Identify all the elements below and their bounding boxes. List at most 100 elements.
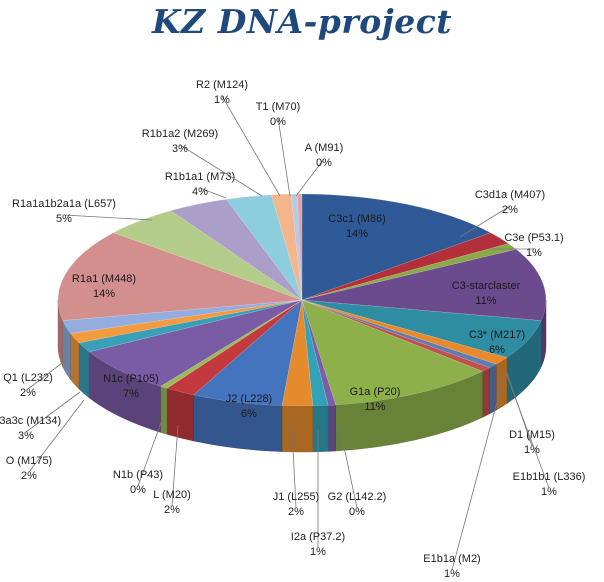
slice-percent-j2-l228: 6% <box>241 408 257 420</box>
slice-label-q1-l232: Q1 (L232) <box>3 372 53 384</box>
slice-percent-o3a3c-m134: 3% <box>18 430 34 442</box>
slice-label-n1b-p43: N1b (P43) <box>113 469 163 481</box>
pie-slice-e1b1b1-l336 <box>301 299 497 369</box>
leader-line-g2-l142-2 <box>339 427 358 509</box>
slice-label-e1b1b1-l336: E1b1b1 (L336) <box>513 471 586 483</box>
slice-percent-q1-l232: 2% <box>20 387 36 399</box>
leader-line-e1b1b1-l336 <box>505 372 550 489</box>
slice-percent-c3d1a-m407: 2% <box>502 204 518 216</box>
slice-label-r1b1a1-m73: R1b1a1 (M73) <box>165 171 235 183</box>
slice-percent-j1-l255: 2% <box>288 506 304 518</box>
slice-label-e1b1a-m2: E1b1a (M2) <box>423 553 480 565</box>
slice-label-l-m20: L (M20) <box>153 489 191 501</box>
chart-title: KZ DNA-project <box>151 2 453 41</box>
slice-percent-t1-m70: 0% <box>270 116 286 128</box>
slice-percent-g1a-p20: 11% <box>364 401 385 413</box>
slice-label-t1-m70: T1 (M70) <box>256 101 301 113</box>
slice-label-i2a-p37-2: I2a (P37.2) <box>291 531 345 543</box>
slice-label-o-m175: O (M175) <box>6 455 52 467</box>
slice-label-a-m91: A (M91) <box>305 142 344 154</box>
leader-line-r2-m124 <box>221 95 281 197</box>
slice-percent-c3e-p53-1: 1% <box>526 247 542 259</box>
slice-label-r1a1-m448: R1a1 (M448) <box>72 273 136 285</box>
slice-label-n1c-p105: N1c (P105) <box>103 373 159 385</box>
pie-slice-e1b1a-m2 <box>301 299 491 372</box>
leader-line-a-m91 <box>295 158 325 197</box>
leader-line-n1b-p43 <box>137 419 163 487</box>
slice-label-d1-m15: D1 (M15) <box>509 429 555 441</box>
slice-label-r1b1a2-m269: R1b1a2 (M269) <box>142 128 218 140</box>
pie-slice-n1b-p43 <box>159 299 303 389</box>
slice-percent-r2-m124: 1% <box>214 94 230 106</box>
slice-percent-n1c-p105: 7% <box>123 388 139 400</box>
slice-percent-c3c1-m86: 14% <box>346 228 368 240</box>
pie-slice-r1b1a1-m73 <box>170 198 303 301</box>
pie-slice-r1b1a2-m269 <box>225 194 303 301</box>
slice-label-c3-m217: C3* (M217) <box>469 329 525 341</box>
pie-side-e1b1b1-l336 <box>489 363 497 415</box>
slice-percent-c3-starclaster: 11% <box>475 295 496 307</box>
slice-percent-o-m175: 2% <box>21 470 37 482</box>
pie-slice-r2-m124 <box>270 193 303 301</box>
leader-line-r1a1a1b2a1a-l657 <box>63 214 153 221</box>
slice-label-g1a-p20: G1a (P20) <box>350 386 401 398</box>
slice-percent-r1b1a1-m73: 4% <box>192 186 208 198</box>
pie-side-o-m175 <box>78 342 90 399</box>
leader-line-o3a3c-m134 <box>25 391 81 433</box>
slice-percent-r1a1-m448: 14% <box>93 288 115 300</box>
pie-side-g2-l142-2 <box>327 404 336 452</box>
pie-slice-j2-l228 <box>193 299 303 406</box>
pie-slice-n1c-p105 <box>88 299 303 387</box>
slice-percent-r1b1a2-m269: 3% <box>172 143 188 155</box>
pie-side-j1-l255 <box>281 405 313 453</box>
slice-percent-c3-m217: 6% <box>489 344 505 356</box>
pie-slice-o-m175 <box>78 299 303 353</box>
leader-line-t1-m70 <box>277 117 291 197</box>
slice-label-c3-starclaster: C3-starclaster <box>452 280 521 292</box>
slice-percent-e1b1b1-l336: 1% <box>541 486 557 498</box>
pie-side-i2a-p37-2 <box>312 405 329 453</box>
pie-slice-c3c1-m86 <box>301 193 492 301</box>
pie-side-e1b1a-m2 <box>482 367 490 418</box>
slice-label-j2-l228: J2 (L228) <box>226 393 272 405</box>
pie-slice-c3d1a-m407 <box>301 232 510 301</box>
pie-slice-r1a1a1b2a1a-l657 <box>112 210 303 301</box>
slice-label-r1a1a1b2a1a-l657: R1a1a1b2a1a (L657) <box>12 198 116 210</box>
slice-label-c3d1a-m407: C3d1a (M407) <box>475 189 545 201</box>
pie-slice-q1-l232 <box>62 299 303 334</box>
leader-line-o-m175 <box>28 399 85 473</box>
leader-line-c3d1a-m407 <box>459 205 511 238</box>
leader-line-r1b1a1-m73 <box>199 187 227 199</box>
pie-slice-c3-starclaster <box>301 249 547 321</box>
pie-slice-j1-l255 <box>281 299 314 407</box>
leader-line-q1-l232 <box>27 359 67 390</box>
slice-percent-e1b1a-m2: 1% <box>444 568 460 580</box>
pie-slice-d1-m15 <box>301 299 508 365</box>
pie-slice-i2a-p37-2 <box>301 299 329 407</box>
slice-percent-i2a-p37-2: 1% <box>310 546 326 558</box>
pie-slice-r1a1-m448 <box>57 232 303 321</box>
pie-side-n1b-p43 <box>160 386 168 435</box>
slice-percent-a-m91: 0% <box>316 157 332 169</box>
slice-label-o3a3c-m134: O3a3c (M134) <box>0 415 61 427</box>
pie-slice-c3-m217 <box>301 299 542 358</box>
slice-percent-r1a1a1b2a1a-l657: 5% <box>56 213 72 225</box>
slice-label-c3e-p53-1: C3e (P53.1) <box>504 232 563 244</box>
pie-slice-g2-l142-2 <box>301 299 337 406</box>
slice-percent-g2-l142-2: 0% <box>349 506 365 518</box>
leader-line-l-m20 <box>171 424 179 507</box>
pie-slice-o3a3c-m134 <box>70 299 303 344</box>
leader-line-j1-l255 <box>291 427 297 509</box>
slice-percent-l-m20: 2% <box>164 504 180 516</box>
slice-percent-n1b-p43: 0% <box>130 484 146 496</box>
pie-slice-g1a-p20 <box>301 299 484 406</box>
slice-label-j1-l255: J1 (L255) <box>273 491 319 503</box>
slice-label-c3c1-m86: C3c1 (M86) <box>328 213 385 225</box>
pie-slice-l-m20 <box>166 299 303 396</box>
leader-line-e1b1a-m2 <box>451 375 505 571</box>
leader-line-r1b1a2-m269 <box>179 144 263 197</box>
slice-percent-d1-m15: 1% <box>524 444 540 456</box>
slice-label-r2-m124: R2 (M124) <box>196 79 248 91</box>
pie-side-l-m20 <box>166 388 194 442</box>
